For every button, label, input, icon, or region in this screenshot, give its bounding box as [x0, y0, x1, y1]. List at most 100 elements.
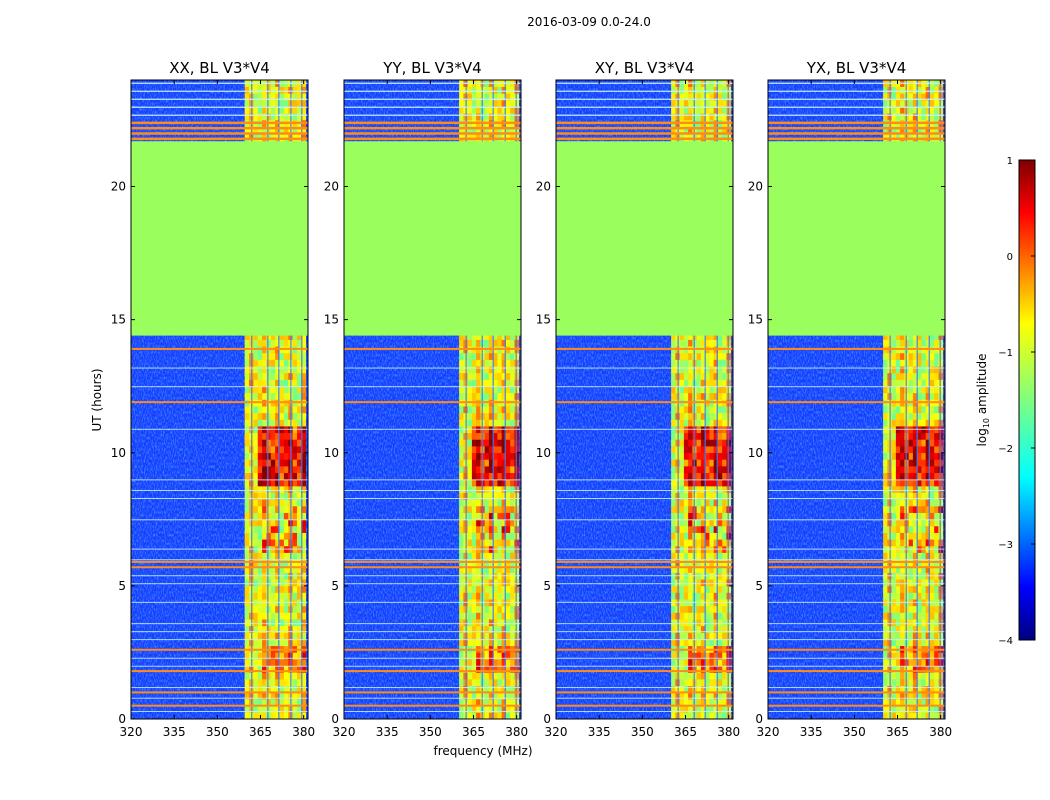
band-cell [895, 579, 901, 587]
band-cell [253, 366, 259, 374]
band-cell [459, 472, 464, 480]
band-cell [700, 93, 706, 101]
rfi-line [131, 648, 308, 651]
band-cell [493, 632, 498, 640]
band-cell [505, 679, 511, 687]
band-cell [257, 432, 263, 440]
band-cell [912, 585, 918, 593]
band-cell [262, 486, 267, 493]
band-cell [683, 352, 689, 360]
x-tick-label: 335 [376, 725, 399, 739]
band-cell [476, 359, 481, 367]
band-cell [270, 619, 276, 627]
band-cell [497, 466, 502, 474]
band-cell [709, 366, 714, 374]
band-cell [688, 133, 693, 141]
panel-frame [130, 79, 309, 720]
band-cell [270, 472, 276, 480]
band-cell [883, 472, 888, 480]
band-cell [493, 685, 498, 693]
band-cell [683, 705, 689, 713]
band-cell [705, 339, 710, 347]
band-cell [467, 705, 473, 713]
band-cell [679, 366, 685, 374]
band-cell [505, 539, 511, 547]
band-cell [493, 705, 498, 713]
band-cell [493, 565, 498, 573]
band-cell [505, 359, 511, 367]
band-cell [679, 459, 685, 467]
band-cell [891, 652, 897, 660]
band-cell [283, 592, 289, 600]
band-cell [296, 419, 302, 427]
band-cell [476, 552, 481, 560]
band-cell [488, 339, 494, 347]
weak-rfi-line [556, 687, 733, 689]
band-cell [262, 386, 267, 394]
band-cell [262, 639, 267, 647]
band-cell [679, 699, 685, 706]
band-cell [296, 93, 302, 101]
band-cell [700, 552, 706, 560]
band-cell [717, 419, 723, 427]
band-cell [895, 133, 901, 141]
weak-rfi-line [344, 490, 521, 492]
band-cell [497, 379, 502, 387]
band-cell [253, 506, 259, 513]
band-cell [912, 479, 918, 487]
rfi-line [131, 691, 308, 694]
band-cell [471, 592, 477, 600]
band-cell [292, 93, 298, 101]
band-cell [493, 366, 498, 374]
band-cell [301, 339, 306, 347]
band-cell [505, 459, 511, 467]
band-cell [705, 492, 710, 500]
band-cell [679, 605, 685, 613]
band-cell [505, 486, 511, 493]
band-cell [722, 339, 727, 347]
band-cell [505, 93, 511, 101]
band-cell [688, 539, 693, 547]
band-cell [722, 679, 727, 687]
band-cell [679, 86, 685, 94]
band-cell [459, 406, 464, 414]
band-cell [497, 679, 502, 687]
band-cell [257, 113, 263, 121]
band-cell [671, 113, 676, 121]
band-cell [301, 705, 306, 713]
band-cell [696, 519, 702, 527]
band-cell [891, 632, 897, 640]
band-cell [722, 412, 727, 420]
band-cell [467, 126, 473, 134]
band-cell [292, 679, 298, 687]
band-cell [700, 479, 706, 487]
band-cell [262, 126, 267, 134]
band-cell [497, 479, 502, 487]
band-cell [292, 133, 298, 141]
band-cell [279, 519, 285, 527]
band-cell [713, 452, 719, 460]
band-cell [679, 525, 685, 533]
band-cell [279, 366, 285, 374]
weak-rfi-line [344, 575, 521, 577]
band-cell [262, 452, 267, 460]
band-cell [912, 492, 918, 500]
band-cell [292, 352, 298, 360]
band-cell [493, 432, 498, 440]
band-cell [292, 612, 298, 620]
band-cell [484, 552, 490, 560]
band-cell [717, 685, 723, 693]
band-cell [257, 605, 263, 613]
band-cell [671, 86, 676, 94]
band-cell [688, 472, 693, 480]
y-tick-label: 10 [111, 446, 126, 460]
band-cell [476, 332, 481, 340]
band-cell [908, 639, 914, 647]
band-cell [883, 492, 888, 500]
band-cell [253, 466, 259, 474]
band-cell [279, 532, 285, 540]
band-cell [497, 113, 502, 121]
band-cell [484, 126, 490, 134]
